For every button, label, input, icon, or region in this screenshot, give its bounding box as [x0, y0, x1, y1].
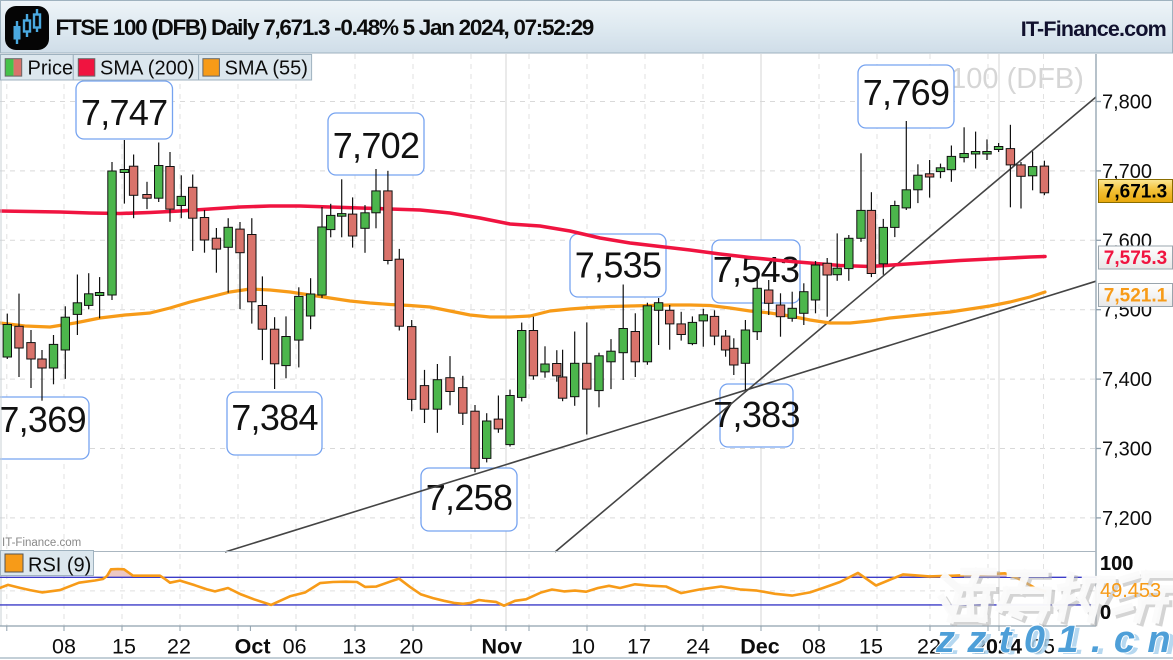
svg-text:7,700: 7,700 — [1102, 161, 1152, 183]
svg-text:SMA (55): SMA (55) — [225, 58, 308, 80]
svg-text:7,200: 7,200 — [1102, 508, 1152, 530]
svg-text:7,400: 7,400 — [1102, 369, 1152, 391]
svg-text:08: 08 — [802, 635, 826, 659]
svg-text:7,521.1: 7,521.1 — [1104, 286, 1168, 307]
svg-text:20: 20 — [399, 635, 423, 659]
svg-text:100: 100 — [1100, 553, 1133, 575]
svg-text:0: 0 — [1100, 602, 1111, 624]
svg-text:7,575.3: 7,575.3 — [1104, 248, 1167, 269]
svg-text:zzt01.cn: zzt01.cn — [935, 619, 1173, 660]
svg-text:Nov: Nov — [481, 635, 522, 659]
svg-text:7,258: 7,258 — [426, 477, 513, 518]
svg-text:2024: 2024 — [974, 635, 1022, 659]
svg-text:RSI (9): RSI (9) — [28, 555, 91, 577]
svg-text:100: 100 — [1100, 553, 1133, 575]
svg-text:Price: Price — [28, 58, 74, 80]
svg-text:49.453: 49.453 — [1100, 580, 1161, 602]
svg-text:24: 24 — [686, 635, 710, 659]
svg-text:7,769: 7,769 — [863, 72, 950, 113]
svg-text:22: 22 — [917, 635, 941, 659]
svg-text:15: 15 — [112, 635, 136, 659]
svg-text:FTSE 100 (DFB) Daily 7,671.3 -: FTSE 100 (DFB) Daily 7,671.3 -0.48% 5 Ja… — [56, 15, 594, 40]
svg-text:7,369: 7,369 — [0, 399, 86, 440]
svg-text:Dec: Dec — [740, 635, 779, 659]
svg-text:10: 10 — [571, 635, 595, 659]
svg-text:06: 06 — [283, 635, 307, 659]
svg-text:IT-Finance.com: IT-Finance.com — [1021, 17, 1166, 41]
svg-text:7,383: 7,383 — [713, 394, 800, 435]
svg-text:7,300: 7,300 — [1102, 439, 1152, 461]
svg-text:05: 05 — [1031, 635, 1055, 659]
svg-text:7,671.3: 7,671.3 — [1104, 182, 1167, 203]
svg-text:17: 17 — [627, 635, 651, 659]
svg-text:15: 15 — [859, 635, 883, 659]
svg-text:7,747: 7,747 — [81, 92, 168, 133]
svg-text:22: 22 — [167, 635, 191, 659]
svg-text:IT-Finance.com: IT-Finance.com — [2, 537, 81, 549]
svg-text:7,535: 7,535 — [575, 245, 662, 286]
svg-text:SMA (200): SMA (200) — [100, 58, 194, 80]
svg-text:13: 13 — [342, 635, 366, 659]
svg-text:0: 0 — [1100, 602, 1111, 624]
svg-text:7,702: 7,702 — [333, 125, 420, 166]
svg-text:7,800: 7,800 — [1102, 92, 1152, 114]
svg-text:Oct: Oct — [235, 635, 271, 659]
svg-text:7,384: 7,384 — [231, 397, 318, 438]
svg-text:08: 08 — [52, 635, 76, 659]
svg-text:zzt01.cn: zzt01.cn — [940, 621, 1173, 660]
